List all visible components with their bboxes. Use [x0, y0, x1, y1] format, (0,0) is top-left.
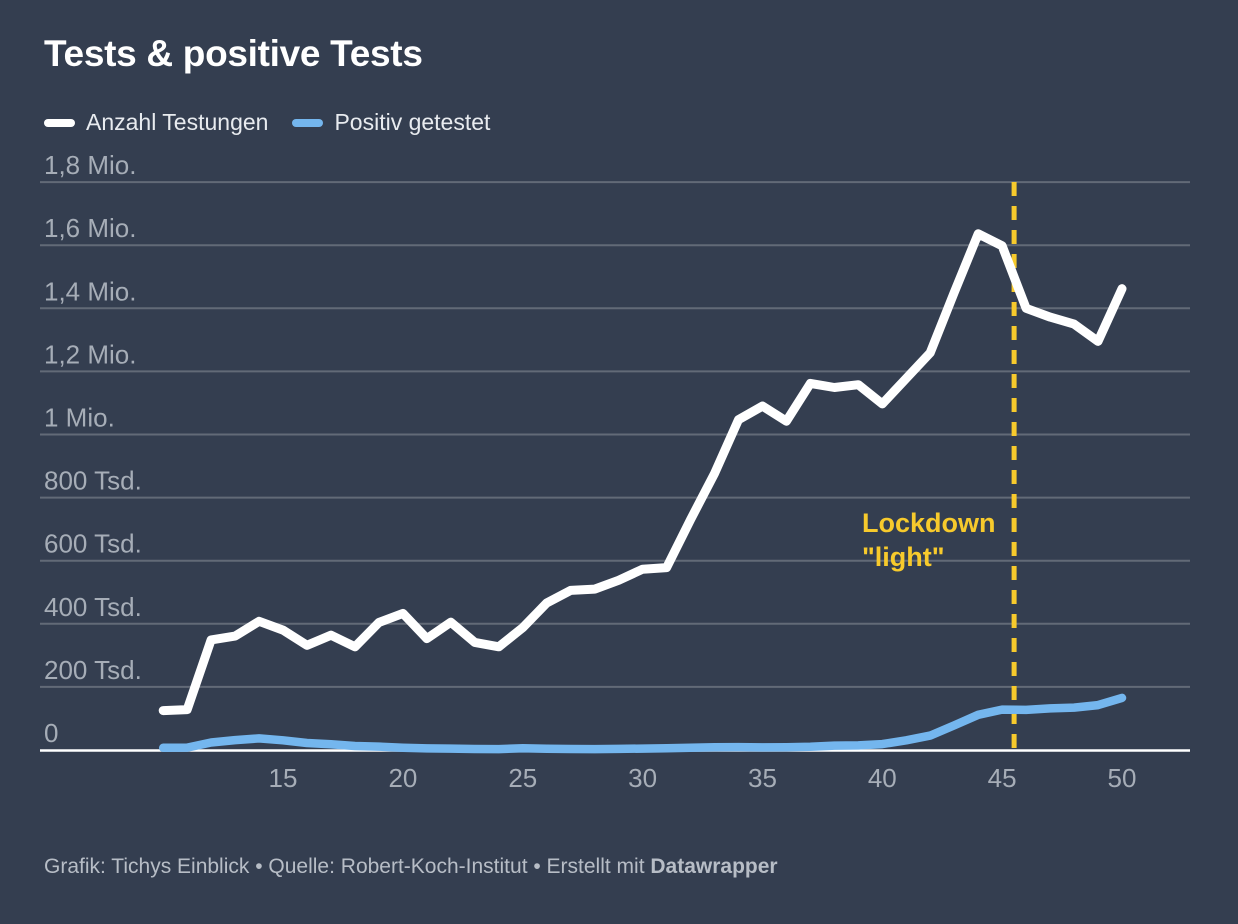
svg-text:1,4 Mio.: 1,4 Mio. — [44, 276, 137, 306]
svg-text:50: 50 — [1108, 763, 1137, 793]
lockdown-annotation-line2: "light" — [862, 542, 945, 572]
svg-text:25: 25 — [508, 763, 537, 793]
svg-text:200 Tsd.: 200 Tsd. — [44, 655, 142, 685]
svg-text:45: 45 — [988, 763, 1017, 793]
svg-text:1,8 Mio.: 1,8 Mio. — [44, 150, 137, 180]
legend-label-positive: Positiv getestet — [334, 109, 491, 135]
svg-text:600 Tsd.: 600 Tsd. — [44, 529, 142, 559]
legend-label-tests: Anzahl Testungen — [86, 109, 269, 135]
svg-text:1 Mio.: 1 Mio. — [44, 403, 115, 433]
svg-text:1,2 Mio.: 1,2 Mio. — [44, 339, 137, 369]
svg-text:20: 20 — [388, 763, 417, 793]
footer-brand: Datawrapper — [650, 855, 778, 878]
legend-swatch-tests-icon — [44, 118, 75, 127]
legend: Anzahl Testungen Positiv getestet — [44, 109, 490, 136]
chart-title: Tests & positive Tests — [44, 33, 423, 74]
svg-text:800 Tsd.: 800 Tsd. — [44, 466, 142, 496]
lockdown-annotation-line1: Lockdown — [862, 508, 996, 538]
svg-text:400 Tsd.: 400 Tsd. — [44, 592, 142, 622]
lockdown-annotation: Lockdown "light" — [862, 506, 996, 574]
footer-credits-text: Grafik: Tichys Einblick • Quelle: Robert… — [44, 855, 651, 878]
footer-byline: Grafik: Tichys Einblick • Quelle: Robert… — [44, 855, 778, 879]
legend-item-tests: Anzahl Testungen — [44, 109, 268, 136]
legend-item-positive: Positiv getestet — [292, 109, 490, 136]
svg-text:0: 0 — [44, 718, 58, 748]
svg-text:40: 40 — [868, 763, 897, 793]
svg-text:15: 15 — [269, 763, 298, 793]
svg-text:30: 30 — [628, 763, 657, 793]
svg-text:1,6 Mio.: 1,6 Mio. — [44, 213, 137, 243]
legend-swatch-positive-icon — [292, 118, 324, 127]
svg-text:35: 35 — [748, 763, 777, 793]
